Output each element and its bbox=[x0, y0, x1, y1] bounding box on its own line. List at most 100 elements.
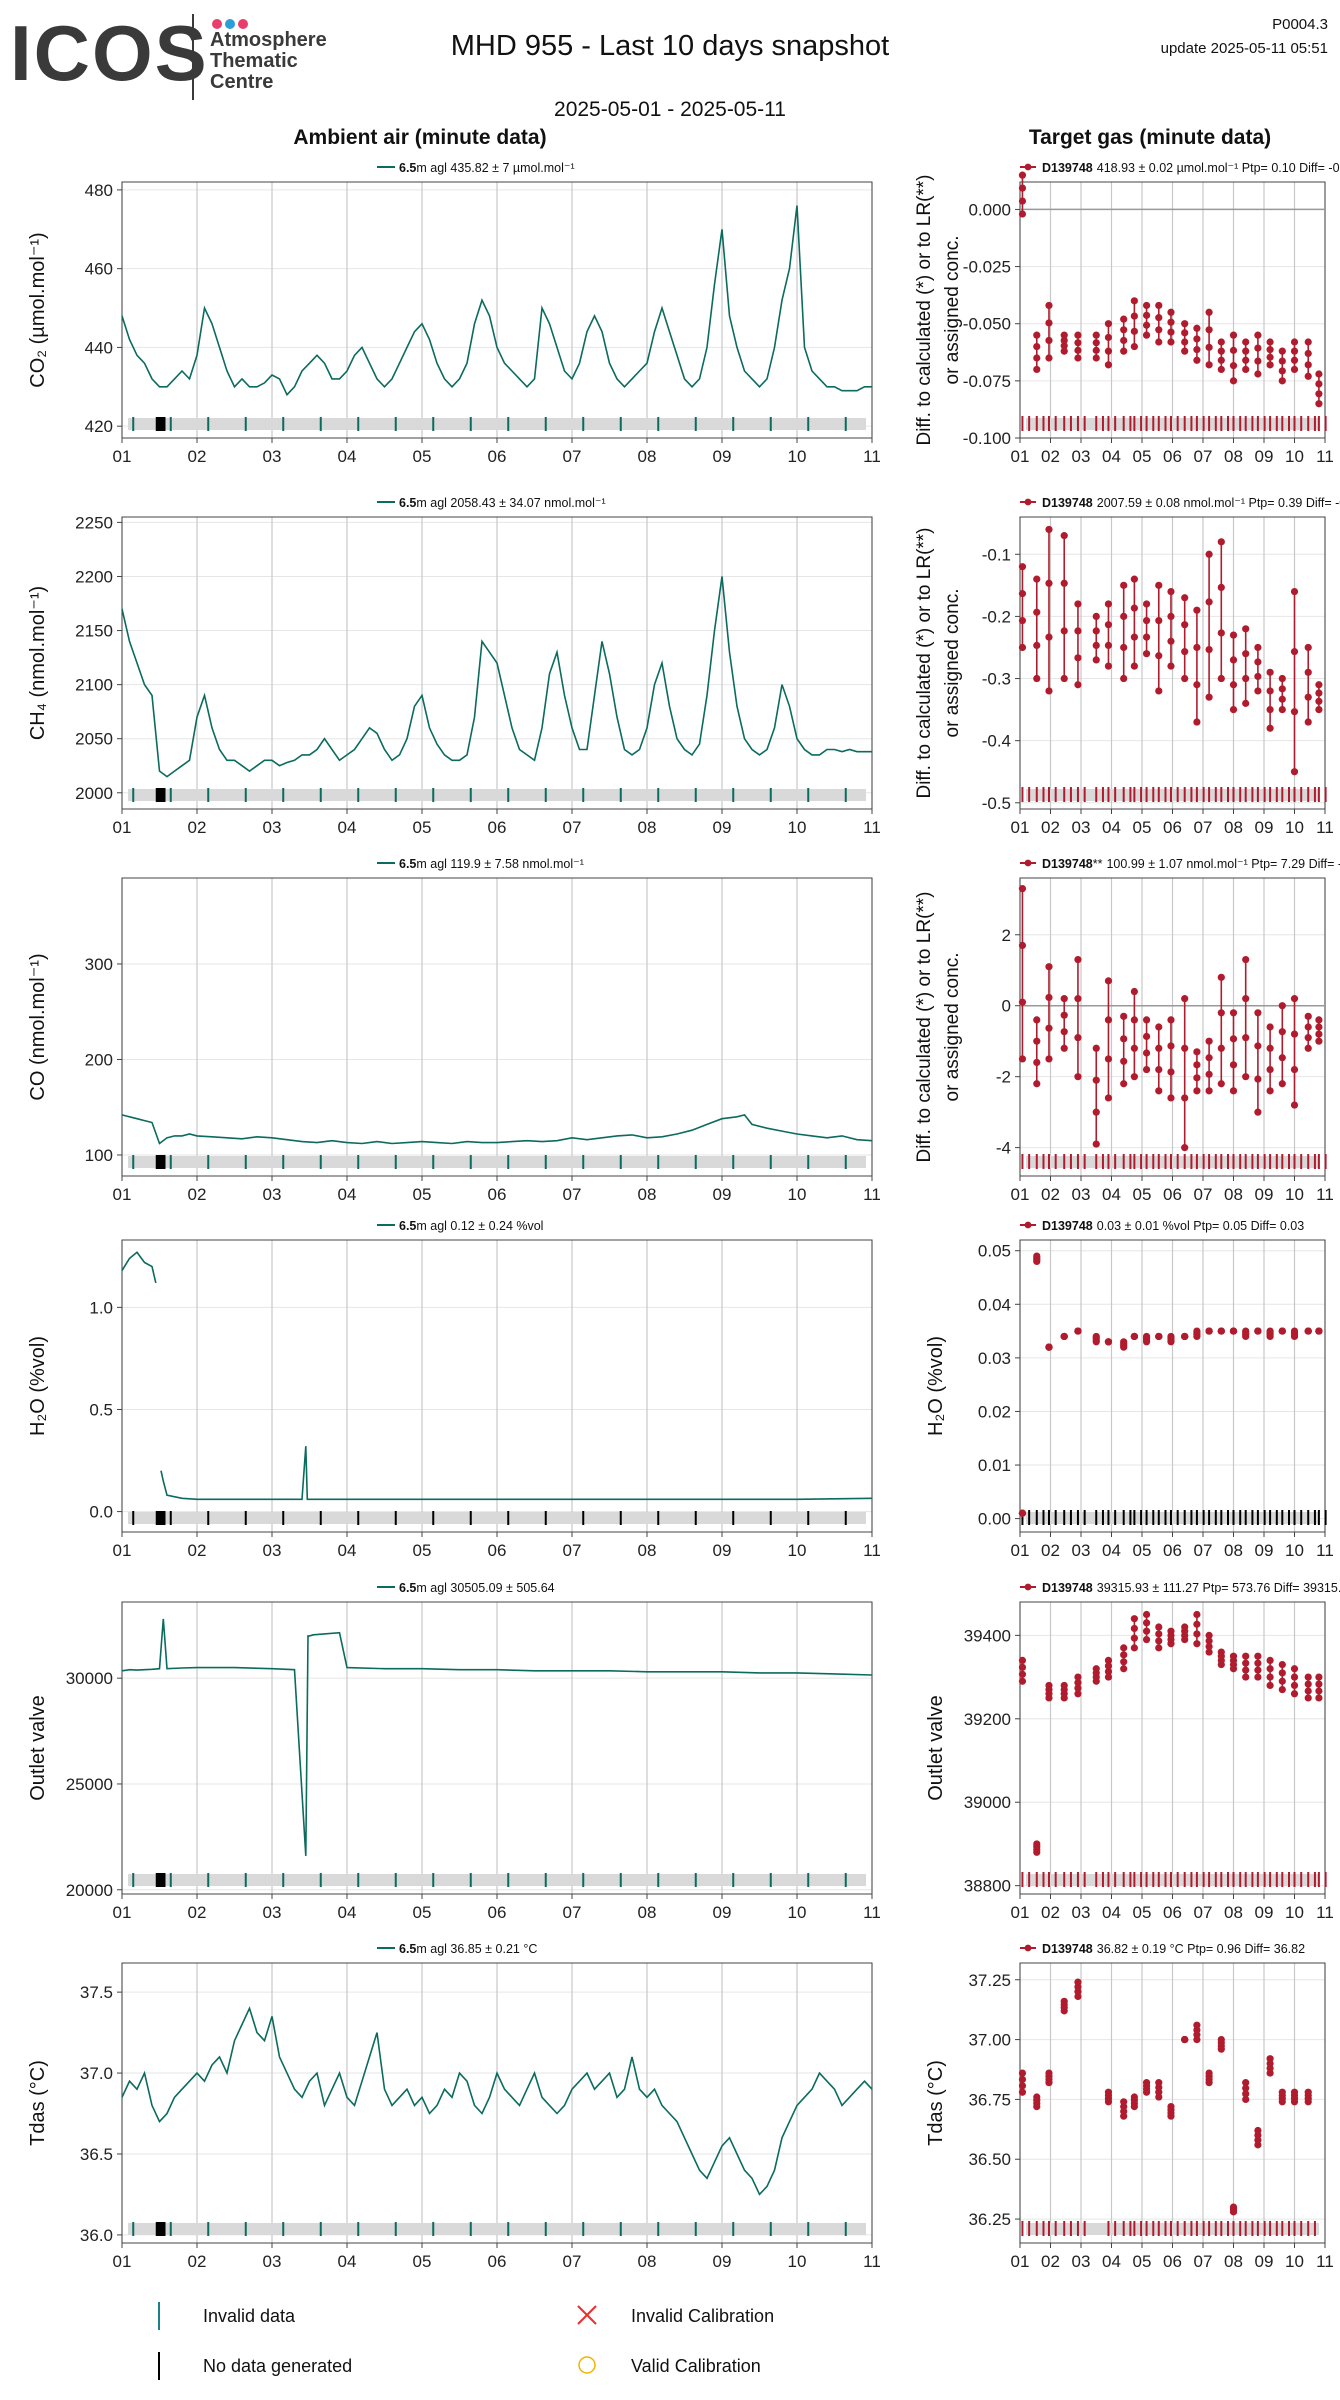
legend-stats: 2007.59 ± 0.08 nmol.mol⁻¹ Ptp= 0.39 Diff… bbox=[1097, 496, 1340, 510]
x-tick-label: 10 bbox=[788, 1903, 807, 1922]
tdas_tgt-chart: 36.25 36.50 36.75 37.00 37.25 01 02 03 04 05 06 07 0… bbox=[925, 1942, 1334, 2271]
target-point bbox=[1018, 1663, 1027, 1671]
target-point bbox=[1193, 1630, 1201, 1638]
target-point bbox=[1120, 315, 1128, 323]
valve_amb-chart: 20000 25000 30000 01 02 03 04 05 06 07 08 09 10 11 Out… bbox=[27, 1581, 881, 1922]
x-tick-label: 01 bbox=[1011, 818, 1030, 837]
target-point bbox=[1142, 2079, 1151, 2087]
target-point bbox=[1304, 1673, 1312, 1681]
y-tick-label: 36.25 bbox=[968, 2210, 1011, 2229]
x-tick-label: 01 bbox=[113, 1541, 132, 1560]
target-point bbox=[1104, 1662, 1113, 1670]
target-point bbox=[1060, 1997, 1068, 2005]
y-tick-label: -2 bbox=[996, 1068, 1011, 1087]
target-point bbox=[1092, 1044, 1100, 1052]
y-tick-label: 2050 bbox=[75, 730, 113, 749]
legend-height: 6.5 bbox=[399, 161, 416, 175]
y-tick-label: 2150 bbox=[75, 622, 113, 641]
target-point bbox=[1290, 1327, 1299, 1335]
h2o_tgt-chart: 0.00 0.01 0.02 0.03 0.04 0.05 01 02 03 04 05 06 07 08… bbox=[925, 1219, 1334, 1560]
target-point bbox=[1278, 695, 1286, 703]
target-point bbox=[1315, 1687, 1323, 1695]
x-tick-label: 04 bbox=[1102, 1903, 1121, 1922]
no-data-label: No data generated bbox=[203, 2356, 353, 2376]
target-point bbox=[1060, 674, 1068, 683]
x-tick-label: 08 bbox=[1224, 2252, 1243, 2271]
y-tick-label: 300 bbox=[85, 955, 113, 974]
x-tick-label: 10 bbox=[1285, 1903, 1304, 1922]
y-tick-label: -4 bbox=[996, 1139, 1011, 1158]
target-point bbox=[1018, 2069, 1027, 2077]
target-point bbox=[1018, 210, 1027, 218]
target-point bbox=[1278, 1669, 1286, 1677]
target-point bbox=[1290, 1665, 1299, 1673]
x-tick-label: 02 bbox=[188, 1185, 207, 1204]
target-point bbox=[1074, 654, 1082, 662]
x-tick-label: 02 bbox=[188, 447, 207, 466]
target-point bbox=[1181, 674, 1189, 683]
x-tick-label: 03 bbox=[1072, 447, 1091, 466]
y-tick-label: 0.04 bbox=[978, 1295, 1011, 1314]
x-tick-label: 10 bbox=[788, 1185, 807, 1204]
target-point bbox=[1045, 354, 1053, 362]
x-tick-label: 07 bbox=[1194, 1541, 1213, 1560]
x-tick-label: 02 bbox=[1041, 447, 1060, 466]
target-point bbox=[1120, 1651, 1128, 1659]
target-point bbox=[1018, 1055, 1027, 1063]
target-point bbox=[1242, 674, 1250, 683]
invalid-calibration-label: Invalid Calibration bbox=[631, 2306, 775, 2326]
target-point bbox=[1074, 339, 1082, 347]
x-tick-label: 03 bbox=[1072, 1903, 1091, 1922]
x-tick-label: 01 bbox=[1011, 1541, 1030, 1560]
target-point bbox=[1254, 687, 1262, 695]
target-point bbox=[1018, 941, 1027, 950]
target-point bbox=[1254, 1327, 1262, 1335]
y-tick-label: 0.000 bbox=[968, 200, 1011, 219]
series-legend-text: 6.5m agl 2058.43 ± 34.07 nmol.mol⁻¹ bbox=[399, 496, 606, 510]
target-point bbox=[1278, 1686, 1286, 1694]
target-point bbox=[1033, 331, 1041, 339]
target-point bbox=[1254, 1666, 1262, 1674]
target-point bbox=[1217, 1009, 1225, 1017]
x-tick-label: 03 bbox=[263, 1185, 282, 1204]
legend-stats: m agl 30505.09 ± 505.64 bbox=[416, 1581, 554, 1595]
flag-bar bbox=[128, 2223, 866, 2235]
x-tick-label: 08 bbox=[638, 818, 657, 837]
target-point bbox=[1181, 1044, 1189, 1052]
target-point bbox=[1315, 689, 1323, 697]
target-point bbox=[1278, 1028, 1286, 1036]
logo-sub-line: Thematic bbox=[210, 50, 298, 72]
x-tick-label: 01 bbox=[1011, 1185, 1030, 1204]
ch4_amb-chart: 2000 2050 2100 2150 2200 2250 01 02 03 04 05 06 07 08… bbox=[27, 496, 881, 837]
logo-dots bbox=[212, 16, 248, 34]
y-tick-label: 0.01 bbox=[978, 1456, 1011, 1475]
target-point bbox=[1142, 1619, 1151, 1627]
target-point bbox=[1074, 354, 1082, 362]
target-point bbox=[1278, 1660, 1286, 1669]
legend-stats: m agl 36.85 ± 0.21 °C bbox=[416, 1942, 537, 1956]
x-tick-label: 01 bbox=[113, 2252, 132, 2271]
x-tick-label: 01 bbox=[113, 1185, 132, 1204]
target-point bbox=[1130, 342, 1138, 351]
target-legend-text: D139748 0.03 ± 0.01 %vol Ptp= 0.05 Diff= … bbox=[1042, 1219, 1304, 1233]
logo-dot bbox=[225, 19, 235, 29]
target-point bbox=[1104, 320, 1113, 328]
target-point bbox=[1266, 353, 1274, 361]
target-point bbox=[1104, 347, 1113, 355]
target-point bbox=[1315, 370, 1323, 378]
target-point bbox=[1033, 342, 1041, 351]
target-point bbox=[1104, 1656, 1113, 1664]
flag-bar bbox=[128, 789, 866, 801]
target-point bbox=[1104, 1673, 1113, 1681]
target-point bbox=[1074, 1679, 1082, 1687]
target-point bbox=[1104, 641, 1113, 649]
target-point bbox=[1074, 600, 1082, 608]
target-point bbox=[1266, 1673, 1274, 1681]
no-data-marker bbox=[158, 2352, 160, 2380]
target-point bbox=[1315, 681, 1323, 689]
flag-bar bbox=[128, 1512, 866, 1524]
x-tick-label: 10 bbox=[1285, 2252, 1304, 2271]
target-point bbox=[1315, 1694, 1323, 1702]
legend-point bbox=[1024, 163, 1032, 171]
y-tick-label: -0.025 bbox=[963, 258, 1011, 277]
